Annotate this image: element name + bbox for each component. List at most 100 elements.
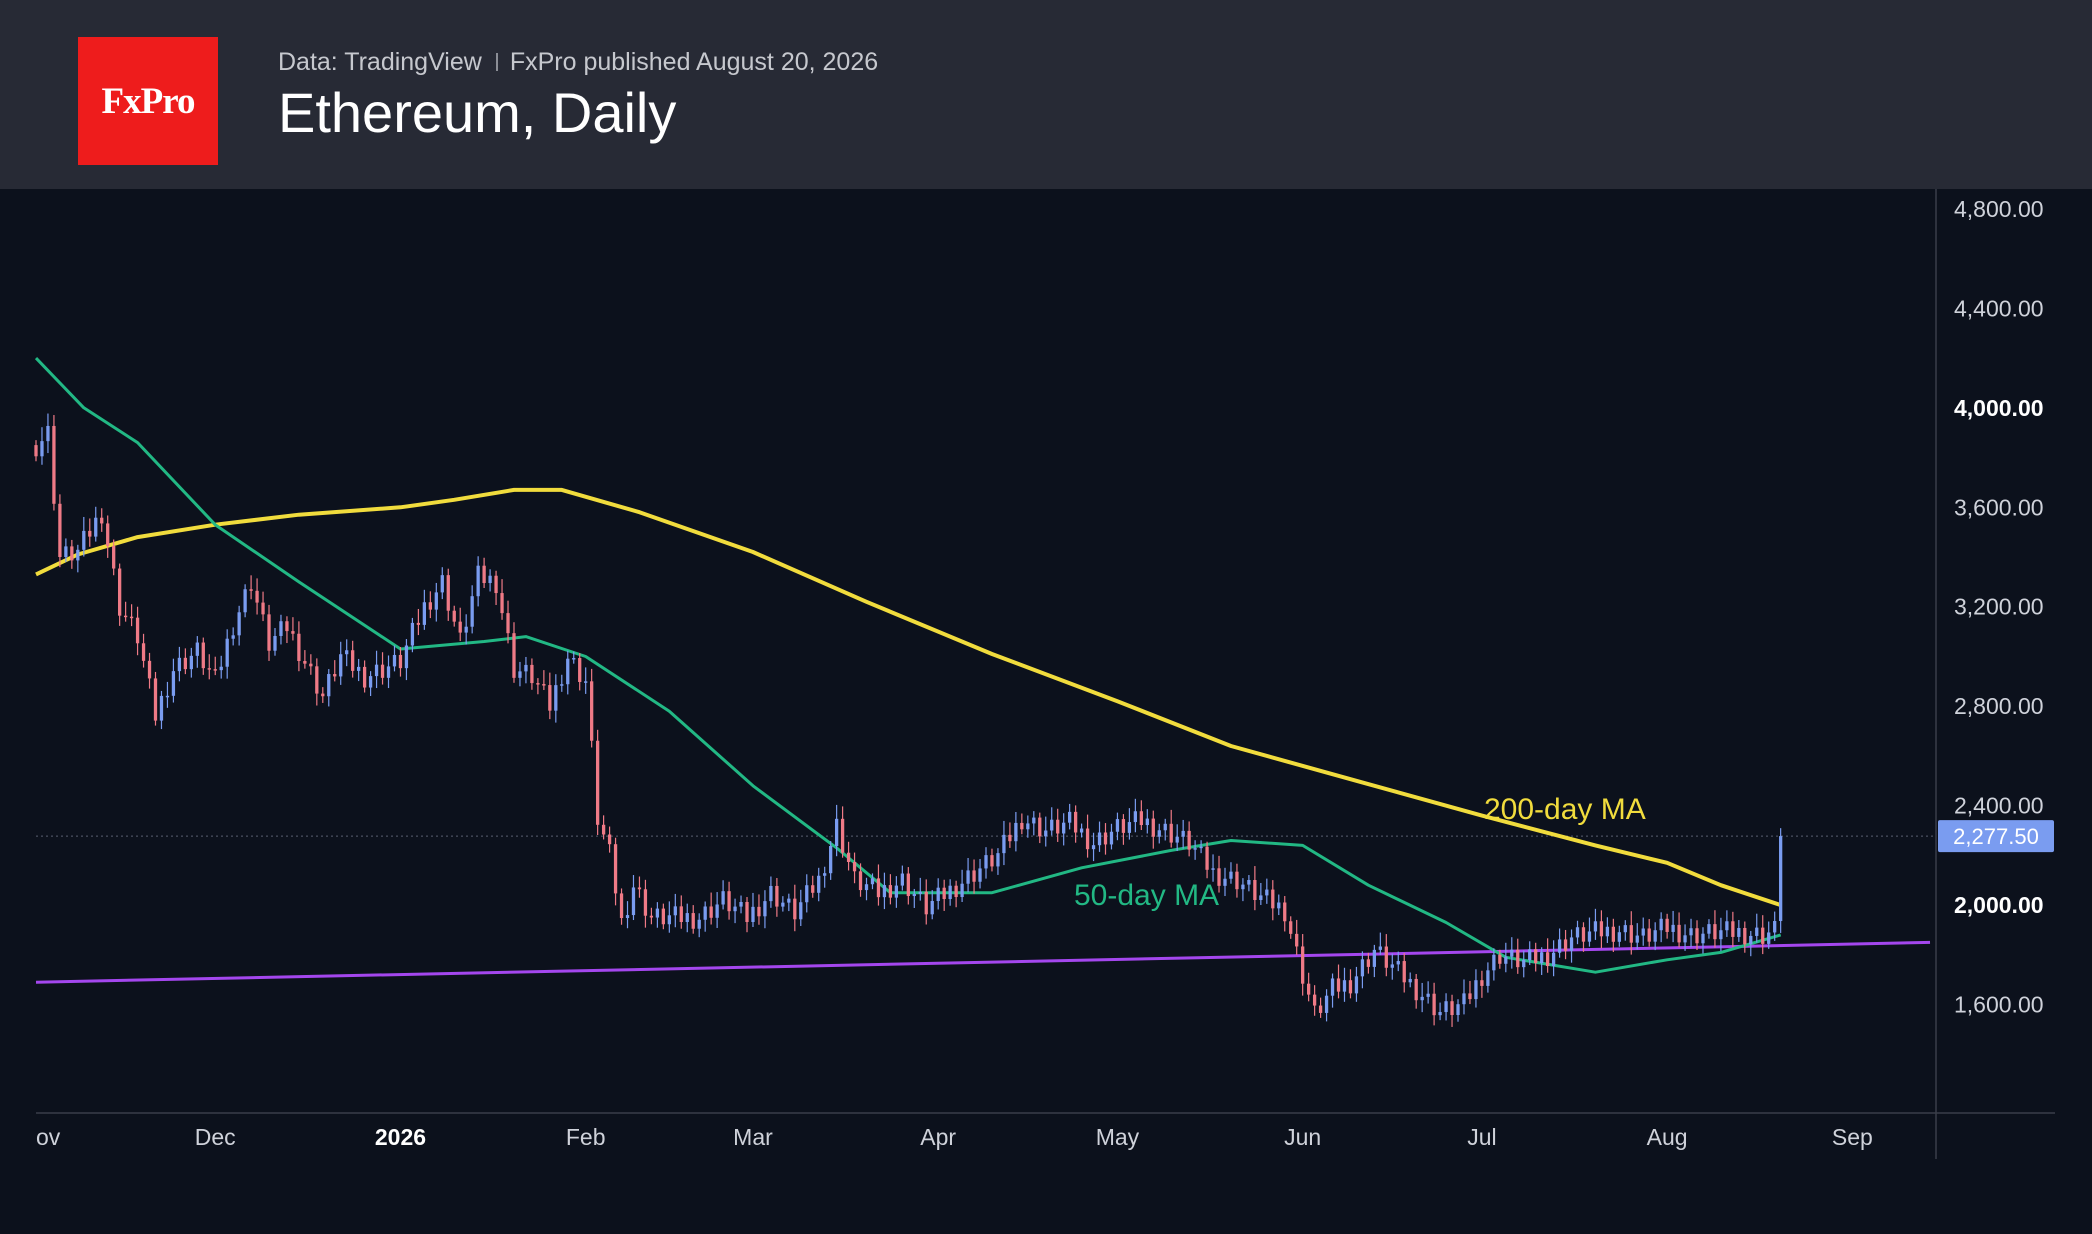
x-tick-label: Jun (1284, 1124, 1321, 1150)
candle-body (542, 684, 546, 686)
candle-body (948, 885, 952, 900)
candle-body (1504, 956, 1508, 964)
candle-body (846, 852, 851, 863)
candle-body (213, 669, 217, 671)
candle-body (1324, 995, 1329, 1013)
candle-body (823, 873, 827, 876)
candle-body (1115, 819, 1120, 832)
candle-body (1247, 879, 1251, 885)
candle-body (536, 683, 540, 685)
candle-body (1056, 819, 1060, 834)
candle-body (351, 650, 355, 671)
candle-body (1450, 1001, 1454, 1016)
candle-body (482, 565, 486, 584)
candle-body (362, 666, 367, 688)
candle-body (1372, 949, 1377, 967)
candle-body (1079, 828, 1084, 833)
candle-body (894, 885, 899, 898)
candle-body (64, 546, 68, 557)
candle-body (1199, 846, 1203, 849)
candle-body (775, 885, 779, 907)
candle-body (1259, 895, 1263, 901)
annotations: 200-day MA 50-day MA 2,277.50 (1074, 793, 2054, 912)
candle-body (560, 684, 564, 686)
candle-body (1414, 978, 1418, 1001)
candle-body (374, 664, 379, 677)
candle-body (763, 901, 767, 917)
candle-body (309, 663, 313, 667)
x-axis-ticks: ov Dec 2026 Feb Mar Apr May Jun Jul Aug Sep (36, 1124, 1873, 1150)
candle-body (1725, 921, 1729, 931)
candle-body (1767, 932, 1771, 944)
candle-body (368, 676, 373, 688)
candle-body (1157, 830, 1161, 837)
candle-body (1235, 871, 1239, 890)
candle-body (1486, 970, 1490, 986)
candle-body (464, 626, 468, 633)
candle-body (452, 610, 456, 622)
candle-body (691, 913, 695, 929)
candle-body (1480, 980, 1484, 986)
candle-body (1659, 918, 1663, 931)
candle-body (476, 565, 480, 597)
candle-body (1695, 928, 1699, 944)
candle-body (118, 568, 122, 616)
candle-body (876, 878, 881, 898)
candle-body (960, 883, 964, 898)
candle-body (1402, 961, 1406, 983)
x-tick-label: Aug (1647, 1124, 1688, 1150)
candle-body (177, 657, 182, 672)
candle-body (930, 901, 934, 915)
candle-body (1623, 925, 1627, 933)
candle-body (1026, 823, 1030, 830)
candle-body (1014, 822, 1018, 842)
candle-body (1073, 811, 1078, 833)
candle-body (273, 635, 277, 651)
logo-text: FxPro (101, 80, 196, 122)
candle-body (1569, 937, 1574, 951)
candle-body (488, 575, 492, 584)
candle-body (446, 575, 450, 611)
candle-body (386, 666, 391, 678)
candle-body (1038, 817, 1042, 837)
candle-body (918, 891, 922, 894)
candle-body (398, 654, 403, 669)
last-price-label: 2,277.50 (1953, 824, 2039, 849)
x-tick-label: ov (36, 1124, 61, 1150)
candle-body (966, 870, 970, 884)
candle-body (769, 885, 773, 902)
candle-body (1301, 946, 1305, 984)
candle-body (1050, 819, 1054, 831)
candle-body (524, 664, 528, 672)
candle-body (834, 818, 839, 847)
candle-body (906, 873, 910, 897)
candle-body (787, 898, 791, 903)
candle-body (1689, 928, 1693, 936)
x-tick-label: Sep (1832, 1124, 1873, 1150)
candle-body (1032, 817, 1036, 824)
candle-body (100, 517, 104, 524)
candle-body (1348, 980, 1353, 994)
candle-body (1091, 845, 1096, 850)
data-source: Data: TradingView (278, 48, 482, 76)
candle-body (1306, 983, 1311, 995)
candle-body (548, 685, 552, 711)
last-price-tag (1938, 820, 2054, 853)
candle-body (1187, 830, 1191, 850)
candle-body (954, 885, 958, 898)
x-tick-label: Mar (733, 1124, 773, 1150)
candle-body (1737, 927, 1741, 937)
candle-body (1223, 878, 1227, 886)
candle-body (1707, 924, 1711, 934)
candle-body (1217, 868, 1221, 886)
candle-body (46, 425, 50, 442)
candle-body (709, 906, 713, 918)
candle-body (1330, 978, 1335, 996)
candle-body (1062, 822, 1066, 834)
candle-body (805, 885, 809, 903)
published-date: FxPro published August 20, 2026 (509, 48, 879, 76)
candle-body (512, 633, 516, 678)
candle-body (1605, 926, 1610, 937)
x-tick-label: Feb (566, 1124, 606, 1150)
y-tick-label: 4,000.00 (1954, 395, 2044, 421)
